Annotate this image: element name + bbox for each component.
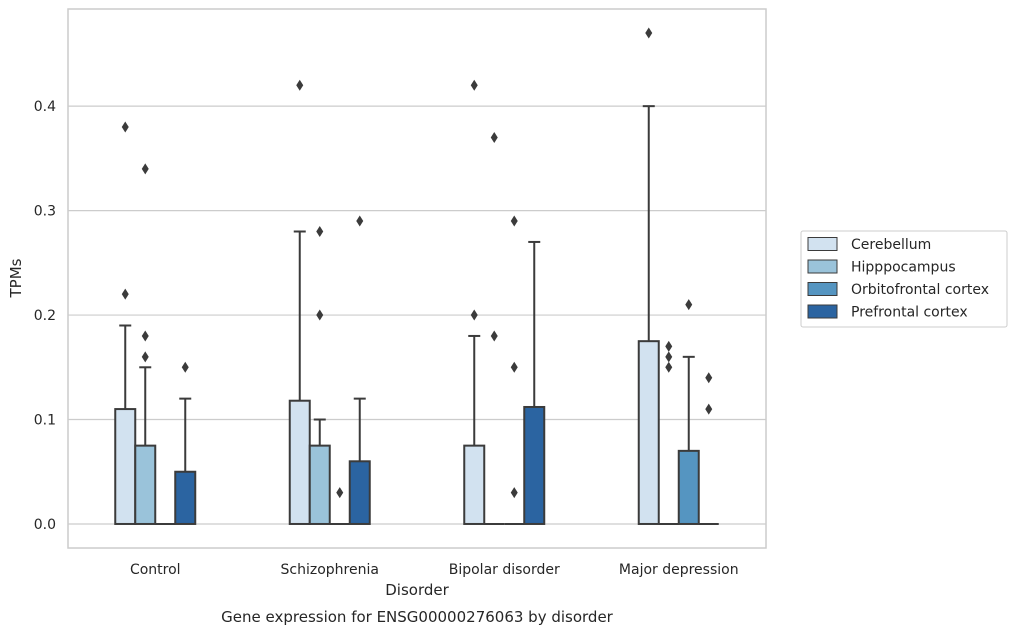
bar: [677, 449, 700, 525]
outlier-point: [510, 215, 518, 227]
bar: [174, 470, 197, 525]
outlier-point: [665, 351, 673, 363]
outlier-point: [336, 487, 344, 499]
bar: [114, 408, 137, 525]
bar: [134, 444, 157, 525]
legend: Cerebellum Hipppocampus Orbitofrontal cort…: [800, 230, 1008, 328]
outlier-point: [665, 340, 673, 352]
bar: [523, 405, 546, 525]
outliers: [121, 27, 713, 499]
outlier-point: [356, 215, 364, 227]
bar: [288, 399, 311, 525]
legend-label: Hipppocampus: [851, 260, 956, 276]
outlier-point: [510, 361, 518, 373]
outlier-point: [121, 121, 129, 133]
legend-label: Orbitofrontal cortex: [851, 282, 989, 298]
outlier-point: [705, 372, 713, 384]
outlier-point: [705, 403, 713, 415]
outlier-point: [510, 487, 518, 499]
x-tick-labels: Control Schizophrenia Bipolar disorder Majo…: [130, 562, 739, 578]
y-tick-label: 0.2: [34, 308, 56, 324]
bar: [348, 460, 371, 525]
gridlines: [68, 105, 766, 525]
bar: [637, 340, 660, 525]
chart-caption: Gene expression for ENSG00000276063 by d…: [221, 608, 614, 626]
outlier-point: [665, 361, 673, 373]
legend-swatch: [807, 237, 838, 251]
x-tick-label: Major depression: [619, 562, 739, 578]
legend-swatch: [807, 282, 838, 296]
plot-frame: [67, 8, 767, 549]
outlier-point: [141, 163, 149, 175]
outlier-point: [490, 131, 498, 143]
y-tick-label: 0.3: [34, 204, 56, 220]
x-tick-label: Control: [130, 562, 181, 578]
outlier-point: [316, 309, 324, 321]
outlier-point: [181, 361, 189, 373]
y-tick-label: 0.4: [34, 99, 56, 115]
outlier-point: [470, 309, 478, 321]
y-tick-labels: 0.0 0.1 0.2 0.3 0.4: [34, 99, 56, 533]
outlier-point: [470, 79, 478, 91]
x-axis-label: Disorder: [385, 581, 449, 599]
legend-frame: [800, 230, 1008, 328]
outlier-point: [685, 299, 693, 311]
bars: [114, 340, 719, 525]
outlier-point: [141, 330, 149, 342]
x-tick-label: Bipolar disorder: [449, 562, 560, 578]
outlier-point: [490, 330, 498, 342]
legend-swatch: [807, 304, 838, 319]
legend-label: Prefrontal cortex: [851, 305, 968, 321]
y-tick-label: 0.0: [34, 517, 56, 533]
bar: [463, 444, 486, 525]
outlier-point: [316, 225, 324, 237]
y-tick-label: 0.1: [34, 413, 56, 429]
y-axis-label: TPMs: [7, 258, 25, 298]
legend-label: Cerebellum: [851, 237, 931, 253]
whiskers: [119, 105, 695, 472]
bar: [308, 444, 331, 525]
outlier-point: [645, 27, 653, 39]
legend-swatch: [807, 259, 838, 274]
x-tick-label: Schizophrenia: [281, 562, 379, 578]
outlier-point: [296, 79, 304, 91]
outlier-point: [141, 351, 149, 363]
outlier-point: [121, 288, 129, 300]
